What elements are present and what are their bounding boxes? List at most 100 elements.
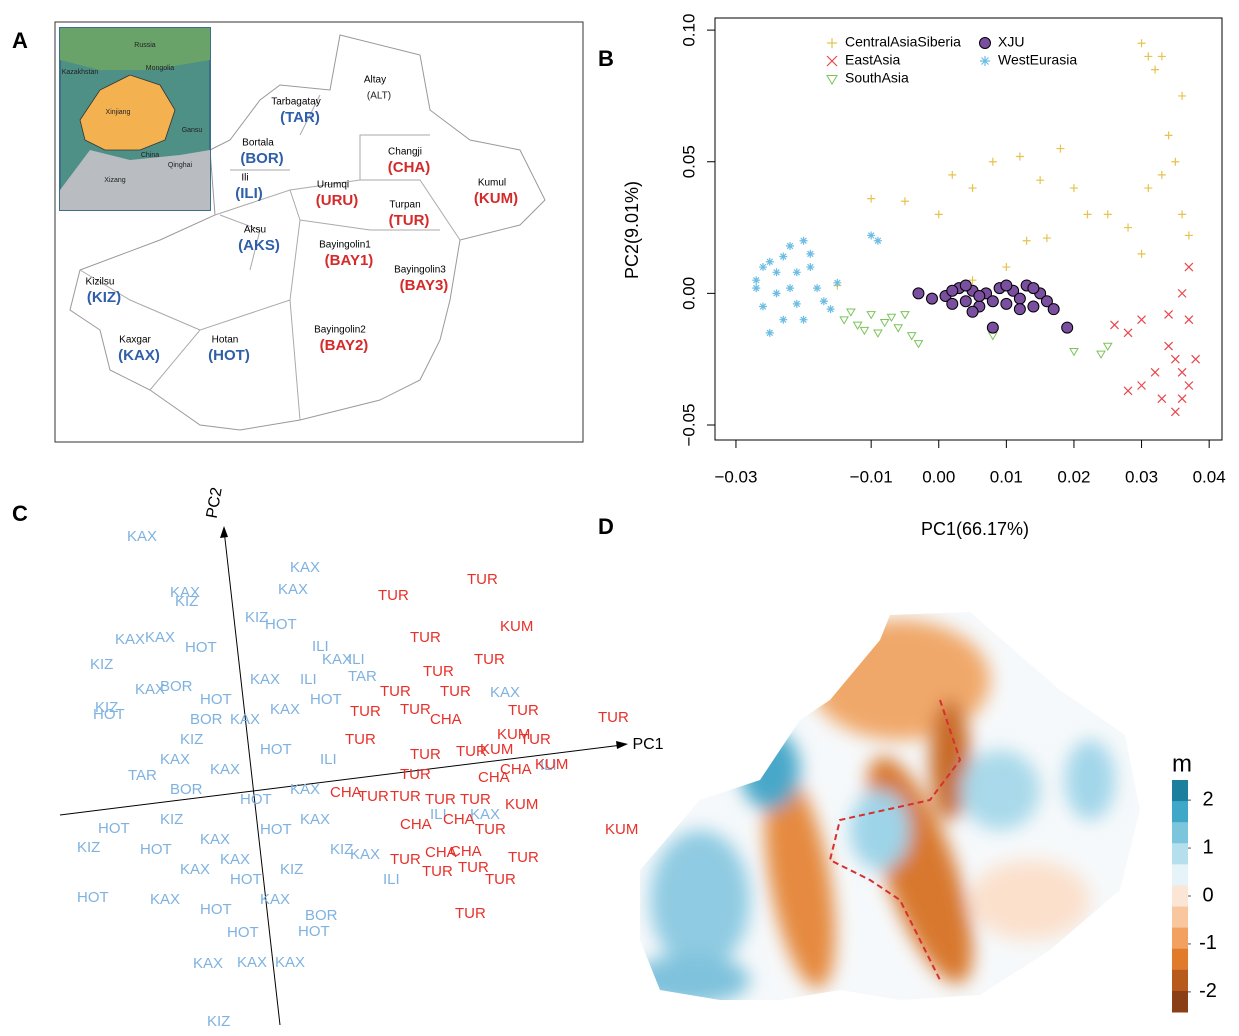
point (820, 297, 828, 305)
point-label: BOR (305, 907, 338, 924)
point (1104, 343, 1112, 350)
legend-label: WestEurasia (998, 52, 1077, 68)
point-label: TUR (410, 629, 441, 646)
y-tick-label: 0.10 (679, 14, 698, 47)
point (894, 325, 902, 332)
point-label: KAX (250, 671, 280, 688)
axis-label: PC1 (632, 736, 663, 753)
point (1023, 237, 1031, 245)
point-label: CHA (500, 761, 532, 778)
point-label: TUR (485, 871, 516, 888)
point-label: KIZ (280, 861, 303, 878)
point (867, 312, 875, 319)
point (1014, 304, 1025, 315)
point-label: KAX (275, 954, 305, 971)
point (1185, 231, 1193, 239)
x-tick-label: 0.04 (1193, 467, 1226, 486)
point (833, 279, 841, 287)
region-code: (AKS) (238, 237, 280, 254)
point-label: TUR (390, 788, 421, 805)
panel-label: C (12, 501, 28, 526)
point-label: KAX (230, 711, 260, 728)
inset-label: Qinghai (168, 162, 193, 169)
point (773, 289, 781, 297)
region-code: (KAX) (118, 347, 160, 364)
point (881, 320, 889, 327)
point (1185, 382, 1193, 390)
point (1028, 283, 1039, 294)
point-label: TUR (350, 703, 381, 720)
point (1111, 321, 1119, 329)
legend-label: CentralAsiaSiberia (845, 34, 961, 50)
point (752, 284, 760, 292)
colorbar-band (1172, 801, 1188, 823)
region-name: Bayingolin2 (314, 325, 366, 336)
region-code: (URU) (316, 192, 359, 209)
point (779, 316, 787, 324)
point-label: HOT (260, 741, 292, 758)
point (935, 210, 943, 218)
point-label: TUR (400, 701, 431, 718)
point-label: TUR (474, 651, 505, 668)
point (1165, 342, 1173, 350)
point (1124, 329, 1132, 337)
region-name: Hotan (212, 335, 239, 346)
point-label: TUR (440, 683, 471, 700)
point (779, 253, 787, 261)
point-label: HOT (185, 639, 217, 656)
axis-label: PC2 (204, 486, 226, 520)
point (974, 290, 985, 301)
point (874, 237, 882, 245)
point-label: KIZ (95, 699, 118, 716)
region-name: Altay (364, 75, 386, 86)
arrow (616, 741, 628, 749)
point-label: KAX (170, 584, 200, 601)
point (947, 298, 958, 309)
point (1043, 234, 1051, 242)
point-label: KAX (160, 751, 190, 768)
point-label: KUM (535, 756, 568, 773)
legend-marker (827, 76, 837, 85)
colorbar-band (1172, 928, 1188, 950)
point-label: HOT (265, 616, 297, 633)
point-label: ILI (320, 751, 337, 768)
point (759, 263, 767, 271)
region-code: (BOR) (240, 150, 283, 167)
point (786, 242, 794, 250)
point-label: HOT (200, 691, 232, 708)
point-label: KAX (210, 761, 240, 778)
colorbar-tick-label: -2 (1199, 980, 1217, 1002)
region-name: Tarbagatay (271, 97, 320, 108)
point (1062, 322, 1073, 333)
point-label: ILI (348, 651, 365, 668)
point-label: KAX (237, 954, 267, 971)
y-tick-label: 0.05 (679, 145, 698, 178)
region-name: Kumul (478, 178, 506, 189)
point (793, 300, 801, 308)
panel-label: D (598, 514, 614, 539)
point-label: TUR (390, 851, 421, 868)
point-label: KAX (300, 811, 330, 828)
point (1171, 355, 1179, 363)
point (901, 197, 909, 205)
point (1048, 304, 1059, 315)
point-label: TUR (358, 788, 389, 805)
point (766, 329, 774, 337)
point (1171, 408, 1179, 416)
point (987, 322, 998, 333)
point (1158, 395, 1166, 403)
point-label: HOT (230, 871, 262, 888)
region-code: (ALT) (367, 91, 391, 102)
point (1144, 52, 1152, 60)
point (1178, 92, 1186, 100)
point (1016, 152, 1024, 160)
point-label: CHA (450, 843, 482, 860)
y-tick-label: −0.05 (679, 403, 698, 446)
point (773, 268, 781, 276)
point (1070, 184, 1078, 192)
colorbar-band (1172, 780, 1188, 802)
point (967, 306, 978, 317)
point (1151, 66, 1159, 74)
colorbar-band (1172, 822, 1188, 844)
inset-label: Mongolia (146, 65, 175, 72)
